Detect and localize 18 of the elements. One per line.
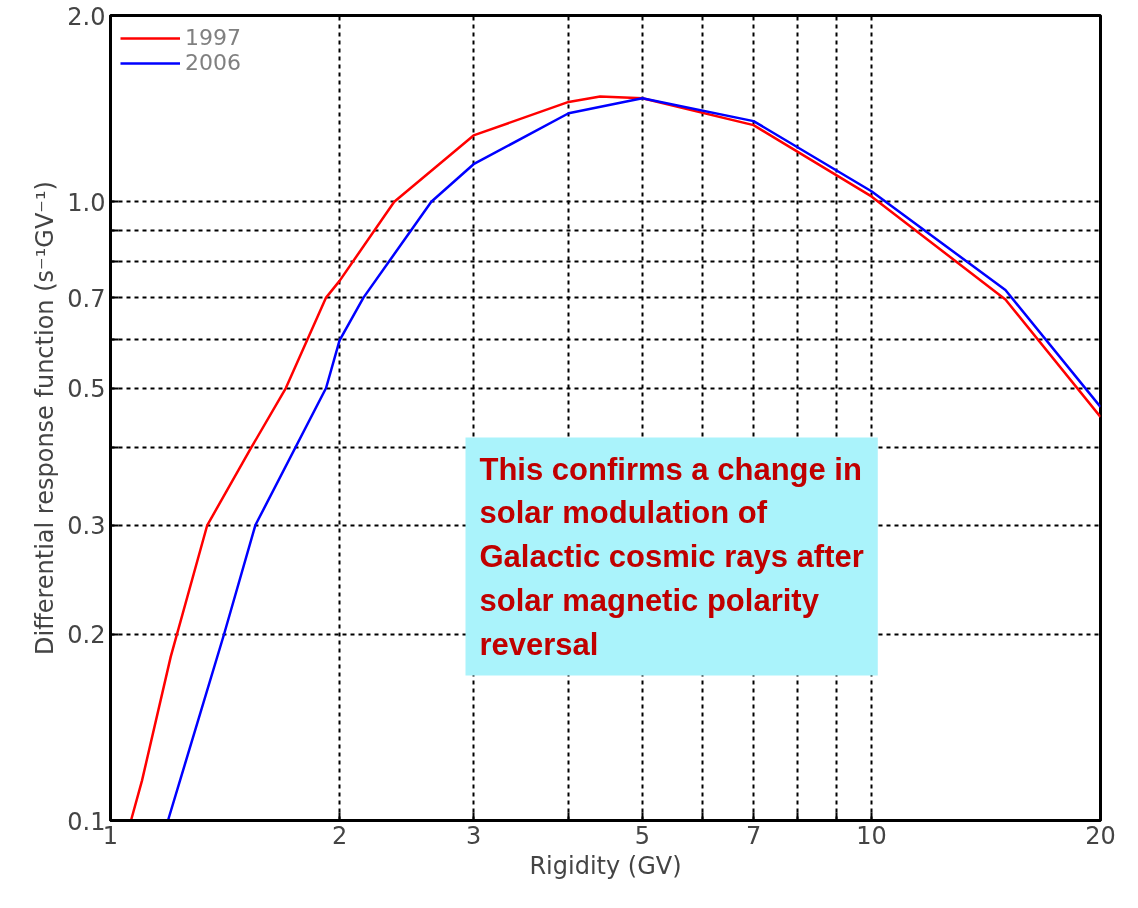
y-axis-title: Differential response function (s⁻¹GV⁻¹) <box>31 181 60 655</box>
x-tick-label: 10 <box>856 821 887 850</box>
y-tick-label: 0.2 <box>67 621 106 650</box>
y-tick-label: 2.0 <box>67 2 106 31</box>
legend-label: 1997 <box>185 25 241 50</box>
y-tick-label: 0.1 <box>67 807 106 836</box>
y-tick-label: 0.7 <box>67 284 106 313</box>
legend-label: 2006 <box>185 50 241 75</box>
x-tick-label: 5 <box>634 821 651 850</box>
y-tick-label: 1.0 <box>67 188 106 217</box>
annotation: This confirms a change in solar modulation of Galactic cosmic rays after solar magnetic polarity reversal <box>479 451 864 662</box>
x-tick-label: 2 <box>331 821 348 850</box>
x-tick-label: 20 <box>1085 821 1116 850</box>
x-axis-title: Rigidity (GV) <box>529 851 682 880</box>
y-tick-label: 0.3 <box>67 512 106 541</box>
x-tick-label: 3 <box>465 821 482 850</box>
x-tick-label: 7 <box>745 821 762 850</box>
y-tick-label: 0.5 <box>67 375 106 404</box>
